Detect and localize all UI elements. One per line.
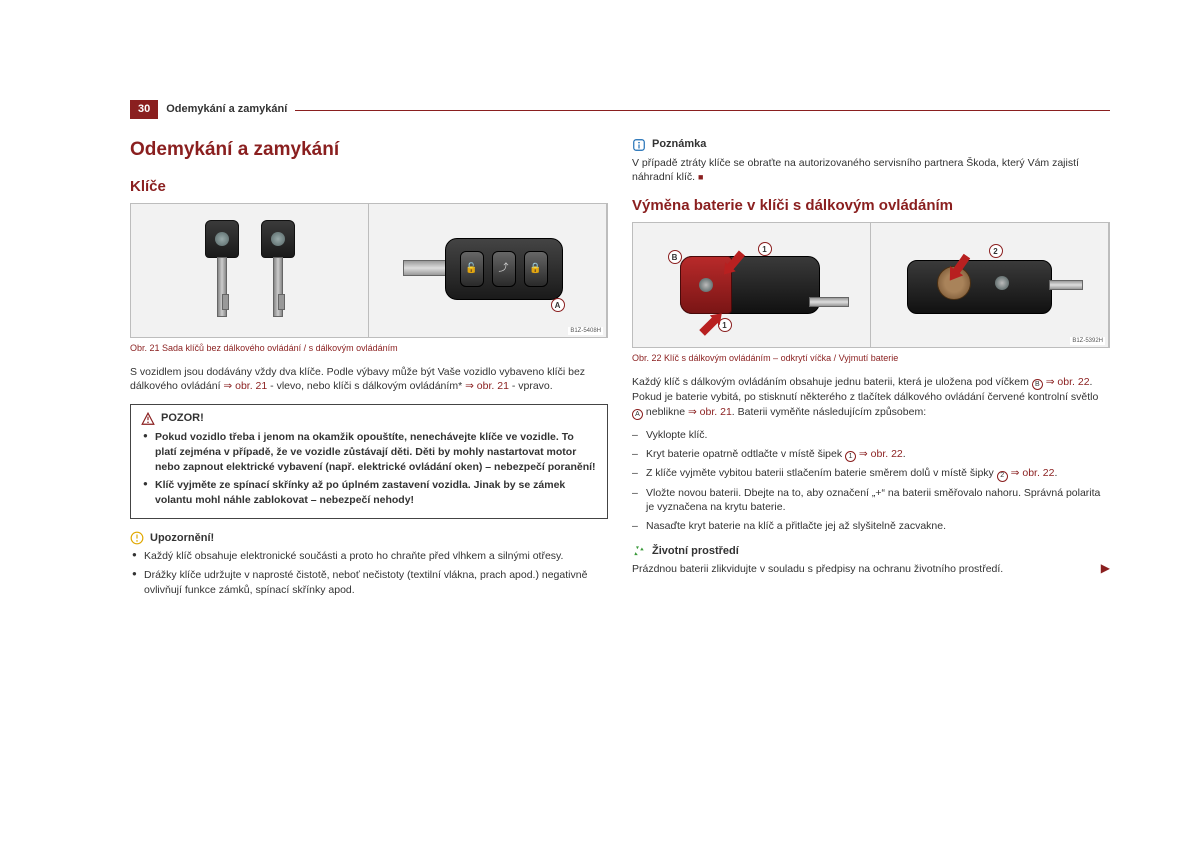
warning-box: POZOR! Pokud vozidlo třeba i jenom na ok… <box>130 404 608 519</box>
environment-title: Životní prostředí <box>652 544 739 559</box>
caution-icon <box>130 531 144 545</box>
figure-22-right-panel: 2 <box>871 223 1109 347</box>
warning-icon <box>141 412 155 426</box>
note-text: V případě ztráty klíče se obraťte na aut… <box>632 156 1110 185</box>
running-title: Odemykání a zamykání <box>166 102 287 117</box>
crossref: ⇒ obr. 22 <box>1043 376 1090 388</box>
right-column: Poznámka V případě ztráty klíče se obrať… <box>632 137 1110 601</box>
intro-paragraph: S vozidlem jsou dodávány vždy dva klíče.… <box>130 365 608 394</box>
note-title: Poznámka <box>652 137 706 152</box>
battery-paragraph: Každý klíč s dálkovým ovládáním obsahuje… <box>632 375 1110 420</box>
list-item: Kryt baterie opatrně odtlačte v místě ši… <box>632 447 1110 462</box>
remote-key-cover-icon: B 1 1 <box>662 240 842 330</box>
crossref: ⇒ obr. 21 <box>223 380 267 392</box>
running-header: 30 Odemykání a zamykání <box>130 100 1110 119</box>
plain-key-icon <box>261 220 295 320</box>
figure-21-right-panel: 🔓 ⤴ 🔒 A <box>369 204 607 337</box>
info-icon <box>632 138 646 152</box>
figure-21-left-panel <box>131 204 369 337</box>
figure-code: B1Z-5408H <box>568 327 603 335</box>
figure-22-caption: Obr. 22 Klíč s dálkovým ovládáním – odkr… <box>632 352 1110 365</box>
list-item: Každý klíč obsahuje elektronické součást… <box>130 549 608 564</box>
list-item: Nasaďte kryt baterie na klíč a přitlačte… <box>632 519 1110 534</box>
crossref: ⇒ obr. 21 <box>688 406 732 418</box>
list-item: Drážky klíče udržujte v naprosté čistotě… <box>130 568 608 597</box>
list-item: Vložte novou baterii. Dbejte na to, aby … <box>632 486 1110 515</box>
figure-21-caption: Obr. 21 Sada klíčů bez dálkového ovládán… <box>130 342 608 355</box>
environment-text: Prázdnou baterii zlikvidujte v souladu s… <box>632 562 1110 577</box>
subsection-battery: Výměna baterie v klíči s dálkovým ovládá… <box>632 195 1110 216</box>
marker-a-inline: A <box>632 409 643 420</box>
section-heading: Odemykání a zamykání <box>130 137 608 164</box>
crossref: ⇒ obr. 21 <box>465 380 509 392</box>
marker-a: A <box>551 298 565 312</box>
figure-21: 🔓 ⤴ 🔒 A B1Z-5408H <box>130 203 608 338</box>
end-marker-icon: ■ <box>698 172 703 182</box>
crossref: ⇒ obr. 22 <box>856 448 903 460</box>
remote-key-icon: 🔓 ⤴ 🔒 A <box>403 230 573 310</box>
marker-b-inline: B <box>1032 379 1043 390</box>
caution-list: Každý klíč obsahuje elektronické součást… <box>130 549 608 597</box>
list-item: Klíč vyjměte ze spínací skřínky až po úp… <box>141 478 597 507</box>
list-item: Vyklopte klíč. <box>632 428 1110 443</box>
marker-1-inline: 1 <box>845 451 856 462</box>
list-item: Pokud vozidlo třeba i jenom na okamžik o… <box>141 430 597 474</box>
warning-title: POZOR! <box>161 411 204 426</box>
page-number: 30 <box>130 100 158 119</box>
note-header: Poznámka <box>632 137 1110 152</box>
environment-header: Životní prostředí <box>632 544 1110 559</box>
left-column: Odemykání a zamykání Klíče <box>130 137 608 601</box>
marker-b: B <box>668 250 682 264</box>
caution-header: Upozornění! <box>130 531 608 546</box>
plain-key-icon <box>205 220 239 320</box>
marker-2-inline: 2 <box>997 471 1008 482</box>
caution-title: Upozornění! <box>150 531 214 546</box>
header-rule <box>295 110 1110 111</box>
steps-list: Vyklopte klíč. Kryt baterie opatrně odtl… <box>632 428 1110 534</box>
continue-arrow-icon: ▶ <box>1101 560 1110 577</box>
figure-22-left-panel: B 1 1 <box>633 223 871 347</box>
subsection-keys: Klíče <box>130 176 608 197</box>
remote-key-open-icon: 2 <box>895 240 1085 330</box>
warning-list: Pokud vozidlo třeba i jenom na okamžik o… <box>141 430 597 507</box>
figure-code: B1Z-5392H <box>1070 337 1105 345</box>
crossref: ⇒ obr. 22 <box>1011 467 1055 479</box>
marker-1: 1 <box>758 242 772 256</box>
marker-2: 2 <box>989 244 1003 258</box>
recycle-icon <box>632 544 646 558</box>
content-columns: Odemykání a zamykání Klíče <box>130 137 1110 601</box>
list-item: Z klíče vyjměte vybitou baterii stlačení… <box>632 466 1110 481</box>
figure-22: B 1 1 2 <box>632 222 1110 348</box>
